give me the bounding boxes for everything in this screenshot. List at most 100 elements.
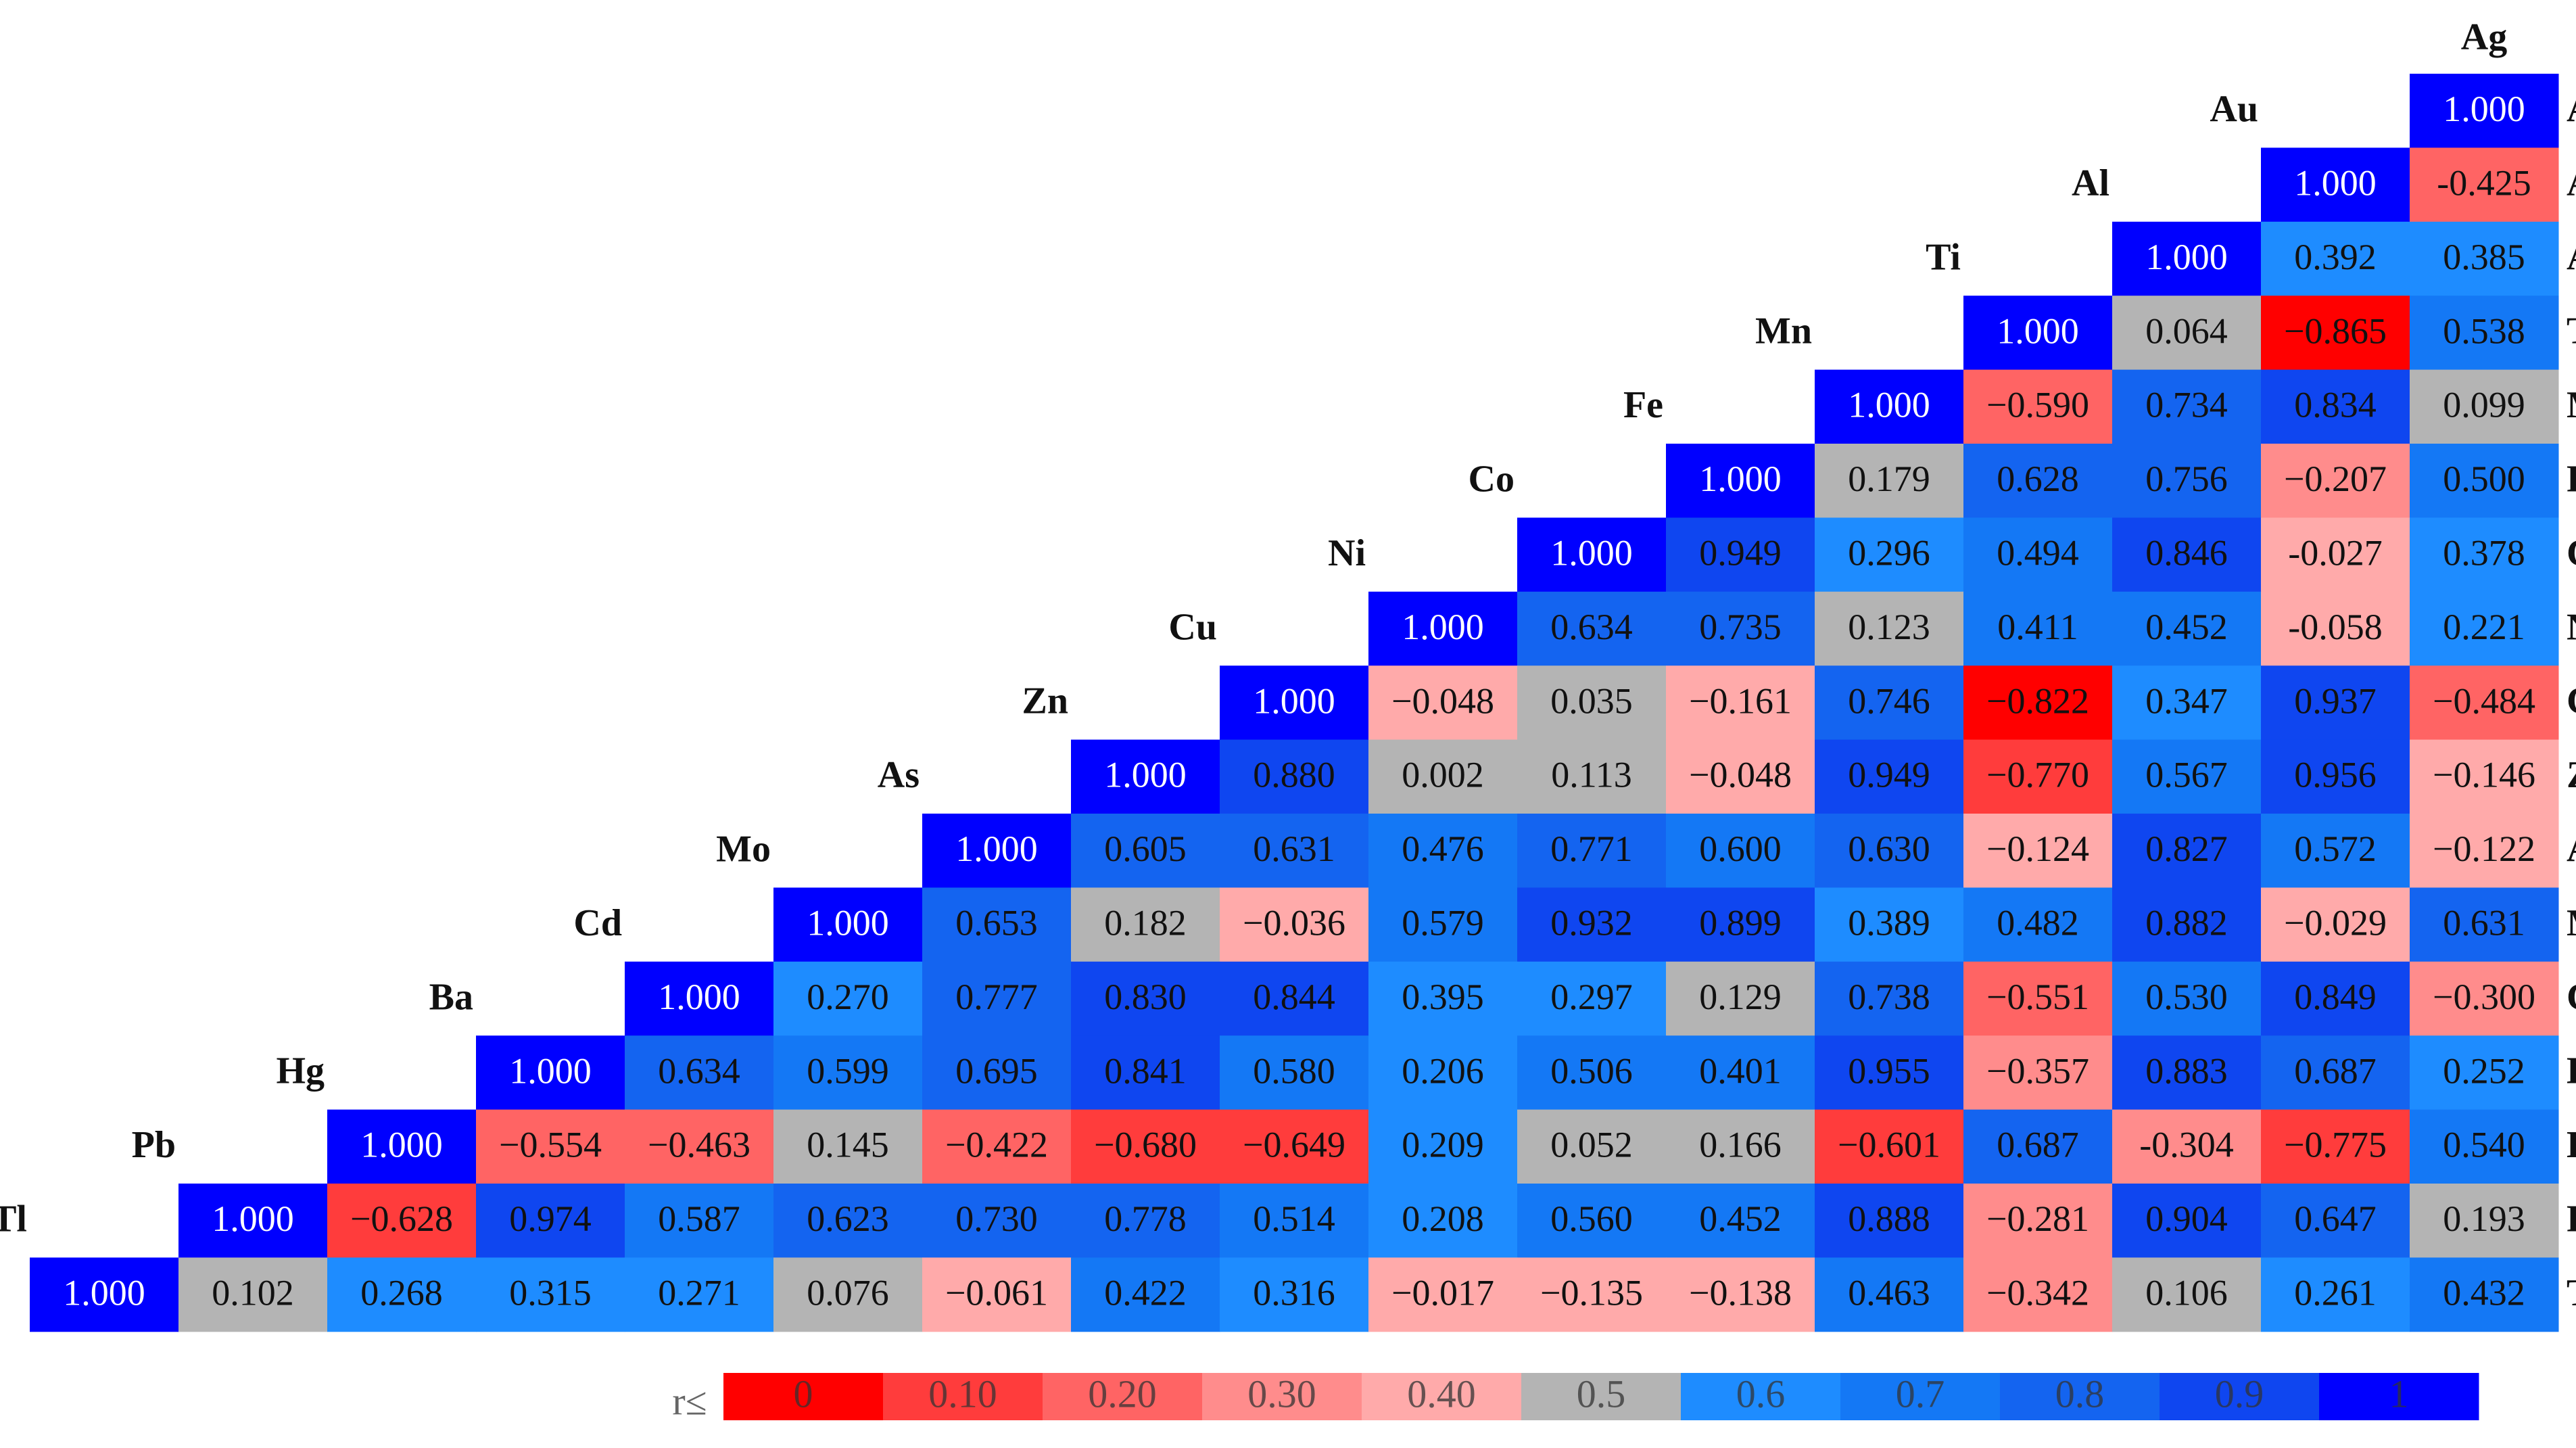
column-label: Ni xyxy=(1328,532,1366,574)
cell xyxy=(1963,665,2113,741)
cell-label: 0.208 xyxy=(1402,1198,1484,1239)
cell xyxy=(2261,221,2410,296)
cell xyxy=(2261,147,2410,223)
cell xyxy=(2410,814,2559,888)
cell-label: −0.422 xyxy=(945,1125,1048,1165)
cell-label: 0.315 xyxy=(509,1272,592,1313)
cell-label: 0.296 xyxy=(1848,532,1930,573)
cell xyxy=(1963,1109,2113,1184)
legend-label: 0.10 xyxy=(928,1372,997,1416)
legend-swatch xyxy=(2319,1373,2479,1420)
cell-label: −0.680 xyxy=(1094,1125,1197,1165)
cell xyxy=(2410,1184,2559,1258)
cell-label: 0.206 xyxy=(1402,1050,1484,1091)
legend-swatch xyxy=(1521,1373,1681,1420)
cell xyxy=(1963,1035,2113,1111)
cell xyxy=(773,887,923,962)
cell-label: −0.649 xyxy=(1243,1125,1345,1165)
cell-label: 0.634 xyxy=(658,1050,740,1091)
cell xyxy=(1517,1257,1667,1332)
cell xyxy=(1368,814,1518,888)
cell-label: -0.058 xyxy=(2288,607,2382,647)
column-label: Mo xyxy=(716,828,771,870)
cell xyxy=(1220,814,1369,888)
cell xyxy=(1815,739,1964,814)
cell xyxy=(1666,739,1815,814)
cell-label: 0.899 xyxy=(1699,902,1782,943)
cell xyxy=(476,1184,625,1258)
cell xyxy=(1963,814,2113,888)
cell xyxy=(922,887,1072,962)
cell xyxy=(2112,296,2262,371)
cell-label: 0.756 xyxy=(2145,459,2228,499)
cell-label: −0.122 xyxy=(2433,828,2535,869)
row-label: Al xyxy=(2567,236,2576,278)
cell-label: 0.631 xyxy=(2443,902,2525,943)
cell xyxy=(1368,961,1518,1036)
cell-label: 1.000 xyxy=(2145,237,2228,277)
legend-swatch xyxy=(1362,1373,1522,1420)
cell-label: 0.182 xyxy=(1104,902,1187,943)
cell-label: 0.623 xyxy=(807,1198,889,1239)
cell-label: 0.746 xyxy=(1848,680,1930,721)
column-label: Au xyxy=(2210,89,2258,131)
cell-label: 0.270 xyxy=(807,977,889,1017)
cell-label: 1.000 xyxy=(658,977,740,1017)
cell xyxy=(922,1035,1072,1111)
cell xyxy=(1963,591,2113,666)
cell xyxy=(1368,1109,1518,1184)
legend-swatch xyxy=(1681,1373,1841,1420)
cell-label: 1.000 xyxy=(807,902,889,943)
cell xyxy=(1815,961,1964,1036)
cell-label: −0.036 xyxy=(1243,902,1345,943)
cell-label: 1.000 xyxy=(360,1125,443,1165)
cell-label: −0.357 xyxy=(1986,1050,2089,1091)
cell-label: −0.551 xyxy=(1986,977,2089,1017)
cell-label: 0.974 xyxy=(509,1198,592,1239)
cell-label: 0.392 xyxy=(2294,237,2377,277)
cell-label: −0.061 xyxy=(945,1272,1048,1313)
cell-label: 1.000 xyxy=(63,1272,145,1313)
cell xyxy=(1220,887,1369,962)
cell-label: 0.841 xyxy=(1104,1050,1187,1091)
cell-label: 0.035 xyxy=(1550,680,1633,721)
cell-label: 1.000 xyxy=(1997,310,2079,351)
cell-label: 0.106 xyxy=(2145,1272,2228,1313)
cell xyxy=(1368,1257,1518,1332)
cell xyxy=(1963,369,2113,444)
cell xyxy=(2112,444,2262,518)
cell-label: 0.695 xyxy=(955,1050,1038,1091)
cell xyxy=(2261,739,2410,814)
cell xyxy=(1666,961,1815,1036)
legend-label: 0.7 xyxy=(1896,1372,1945,1416)
cell xyxy=(2410,665,2559,741)
cell xyxy=(2410,591,2559,666)
cell-label: 0.600 xyxy=(1699,828,1782,869)
cell-label: 0.687 xyxy=(2294,1050,2377,1091)
cell-label: 0.949 xyxy=(1848,755,1930,795)
column-label: As xyxy=(878,754,920,796)
cell-label: 0.882 xyxy=(2145,902,2228,943)
cell-label: −0.207 xyxy=(2284,459,2387,499)
column-label: Al xyxy=(2072,162,2109,204)
cell xyxy=(2410,1257,2559,1332)
cell-label: 0.834 xyxy=(2294,385,2377,425)
cell-label: 0.888 xyxy=(1848,1198,1930,1239)
cell xyxy=(1368,887,1518,962)
column-label: Fe xyxy=(1623,384,1663,426)
cell xyxy=(625,961,774,1036)
cell-label: 0.271 xyxy=(658,1272,740,1313)
cell-label: 0.631 xyxy=(1253,828,1335,869)
legend-label: 1 xyxy=(2389,1372,2409,1416)
cell-label: -0.425 xyxy=(2437,162,2531,203)
cell-label: 0.378 xyxy=(2443,532,2525,573)
cell-label: 0.937 xyxy=(2294,680,2377,721)
cell-label: 0.540 xyxy=(2443,1125,2525,1165)
cell-label: 0.422 xyxy=(1104,1272,1187,1313)
cell xyxy=(1517,1035,1667,1111)
cell xyxy=(773,1035,923,1111)
cell-label: 0.193 xyxy=(2443,1198,2525,1239)
cell xyxy=(2410,887,2559,962)
cell-label: 0.389 xyxy=(1848,902,1930,943)
row-label: Cu xyxy=(2567,680,2576,722)
